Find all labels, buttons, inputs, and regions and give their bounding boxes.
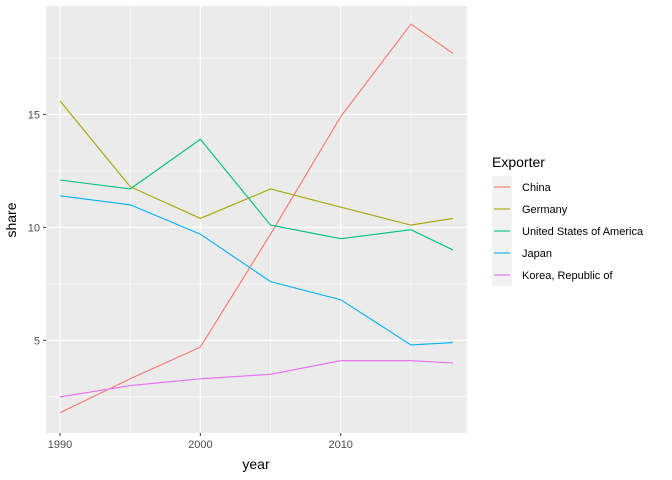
major-gridlines	[46, 6, 467, 433]
x-tick-label: 2000	[188, 439, 212, 451]
y-axis-ticks: 5 10 15	[28, 109, 46, 347]
minor-gridlines	[46, 6, 467, 433]
y-tick-label: 5	[34, 335, 40, 347]
legend-label: Korea, Republic of	[522, 270, 613, 282]
legend-label: China	[522, 182, 552, 194]
series-line-1	[59, 23, 454, 414]
series-line-4	[59, 195, 454, 346]
plot-panel	[46, 6, 467, 433]
legend-item: Germany	[492, 198, 568, 220]
x-tick-label: 1990	[48, 439, 72, 451]
y-axis-title: share	[3, 202, 19, 237]
legend-item: United States of America	[492, 220, 644, 242]
series-lines	[59, 23, 454, 414]
series-line-2	[59, 100, 454, 226]
legend-label: Germany	[522, 204, 568, 216]
legend-item: Japan	[492, 242, 552, 264]
x-axis-ticks: 1990 2000 2010	[48, 433, 353, 451]
x-axis-title: year	[242, 456, 270, 472]
series-line-3	[59, 138, 454, 251]
legend-label: United States of America	[522, 226, 644, 238]
y-tick-label: 15	[28, 109, 40, 121]
y-tick-label: 10	[28, 222, 40, 234]
x-tick-label: 2010	[328, 439, 352, 451]
legend: Exporter China Germany United States of Am…	[492, 154, 644, 286]
legend-item: China	[492, 176, 552, 198]
series-line-5	[59, 360, 454, 398]
legend-item: Korea, Republic of	[492, 264, 613, 286]
legend-title: Exporter	[492, 154, 545, 170]
legend-label: Japan	[522, 248, 552, 260]
